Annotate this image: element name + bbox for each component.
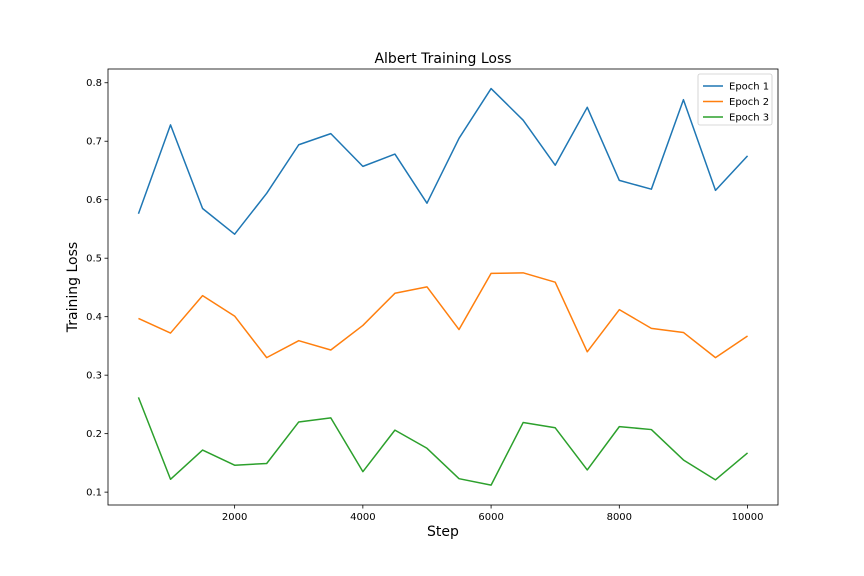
legend-label: Epoch 3 — [729, 113, 769, 124]
y-tick-label: 0.2 — [86, 429, 102, 440]
series-line-epoch-1 — [137, 87, 749, 235]
y-tick-label: 0.5 — [86, 254, 102, 265]
x-tick-label: 2000 — [222, 512, 247, 523]
x-tick-label: 10000 — [732, 512, 764, 523]
x-tick-label: 6000 — [478, 512, 503, 523]
legend-label: Epoch 2 — [729, 97, 769, 108]
y-tick-label: 0.1 — [86, 488, 102, 499]
series-line-epoch-3 — [137, 397, 749, 486]
y-tick-label: 0.7 — [86, 137, 102, 148]
y-tick-label: 0.8 — [86, 78, 102, 89]
plot-frame — [107, 68, 779, 506]
y-axis-title: Training Loss — [65, 242, 81, 333]
y-tick-label: 0.6 — [86, 195, 102, 206]
y-tick-label: 0.3 — [86, 371, 102, 382]
plot-area: 2000 4000 6000 8000 10000 0.1 0.2 0.3 0.4 0.5 0.6 0… — [86, 68, 779, 523]
x-axis-title: Step — [427, 524, 459, 540]
x-tick-label: 8000 — [607, 512, 632, 523]
chart-title: Albert Training Loss — [374, 51, 511, 67]
series-line-epoch-2 — [138, 272, 748, 359]
x-tick-label: 4000 — [350, 512, 375, 523]
legend-label: Epoch 1 — [729, 82, 769, 93]
y-tick-label: 0.4 — [86, 312, 102, 323]
